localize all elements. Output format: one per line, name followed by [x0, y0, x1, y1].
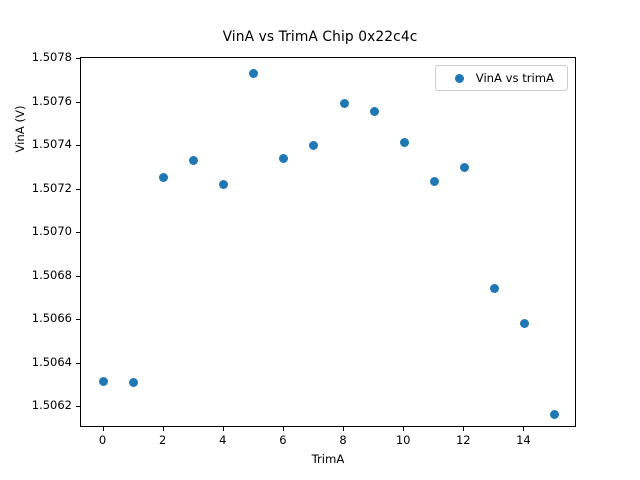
- scatter-point: [189, 156, 199, 166]
- scatter-point: [549, 410, 559, 420]
- chart-title: VinA vs TrimA Chip 0x22c4c: [222, 29, 418, 45]
- y-axis-label: VinA (V): [13, 105, 27, 153]
- scatter-point: [369, 107, 379, 117]
- y-tick-label: 1.5072: [31, 180, 72, 195]
- y-tick-label: 1.5070: [31, 224, 72, 239]
- y-tick-mark: [76, 58, 80, 60]
- scatter-point: [279, 153, 289, 163]
- y-tick-mark: [76, 232, 80, 234]
- x-tick-label: 2: [158, 433, 167, 447]
- x-tick-mark: [222, 427, 224, 431]
- y-tick-mark: [76, 319, 80, 321]
- y-tick-label: 1.5074: [31, 137, 72, 152]
- scatter-point: [219, 179, 229, 189]
- x-axis-label: TrimA: [311, 452, 345, 466]
- x-tick-mark: [343, 427, 345, 431]
- y-tick-mark: [76, 362, 80, 364]
- y-tick-label: 1.5062: [31, 398, 72, 413]
- y-tick-mark: [76, 406, 80, 408]
- scatter-point: [309, 140, 319, 150]
- scatter-point: [159, 172, 169, 182]
- x-tick-mark: [403, 427, 405, 431]
- y-tick-label: 1.5068: [31, 267, 72, 282]
- scatter-point: [459, 163, 469, 173]
- legend-label: VinA vs trimA: [475, 71, 554, 85]
- scatter-point: [399, 138, 409, 148]
- y-tick-mark: [76, 275, 80, 277]
- y-tick-label: 1.5076: [31, 93, 72, 108]
- y-tick-label: 1.5078: [31, 50, 72, 65]
- y-tick-mark: [76, 145, 80, 147]
- y-tick-mark: [76, 188, 80, 190]
- y-tick-label: 1.5066: [31, 311, 72, 326]
- x-tick-mark: [102, 427, 104, 431]
- x-tick-mark: [463, 427, 465, 431]
- scatter-point: [489, 284, 499, 294]
- x-tick-mark: [282, 427, 284, 431]
- x-tick-label: 12: [455, 433, 471, 447]
- x-tick-label: 8: [339, 433, 347, 447]
- scatter-point: [249, 68, 259, 78]
- scatter-point: [519, 319, 529, 329]
- x-tick-label: 6: [279, 433, 287, 447]
- x-tick-label: 14: [516, 433, 531, 447]
- y-tick-label: 1.5064: [31, 354, 72, 369]
- plot-area: VinA vs trimA: [80, 57, 576, 427]
- y-tick-mark: [76, 101, 80, 103]
- legend-circle-marker: [454, 73, 464, 83]
- scatter-point: [129, 377, 139, 387]
- scatter-point: [339, 98, 349, 108]
- legend[interactable]: VinA vs trimA: [434, 65, 568, 91]
- x-tick-label: 0: [98, 433, 107, 447]
- x-tick-label: 10: [395, 433, 411, 447]
- scatter-point: [99, 376, 109, 386]
- x-tick-mark: [523, 427, 525, 431]
- scatter-point: [429, 177, 439, 187]
- x-tick-label: 4: [219, 433, 227, 447]
- x-tick-mark: [162, 427, 164, 431]
